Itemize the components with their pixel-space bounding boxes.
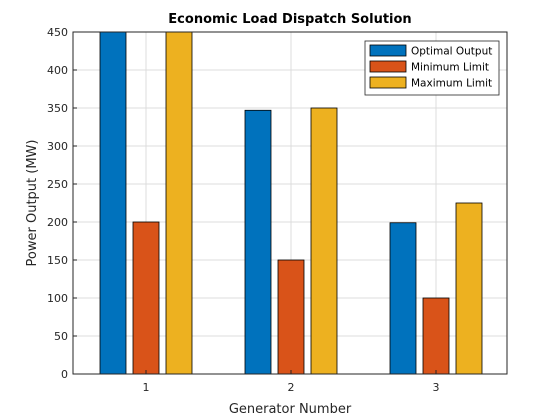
- y-tick-label: 0: [61, 368, 68, 381]
- bar-maximum-limit-gen-1: [165, 31, 193, 375]
- y-tick-label: 450: [47, 26, 68, 39]
- bar-minimum-limit-gen-2: [277, 259, 305, 375]
- legend-label: Optimal Output: [411, 46, 492, 58]
- y-tick-label: 250: [47, 178, 68, 191]
- bar-maximum-limit-gen-2: [310, 107, 338, 375]
- y-tick-label: 400: [47, 64, 68, 77]
- chart-title: Economic Load Dispatch Solution: [168, 12, 411, 27]
- y-tick-label: 350: [47, 102, 68, 115]
- axes-box: [72, 31, 508, 375]
- legend-swatch: [369, 76, 407, 89]
- y-tick-label: 100: [47, 292, 68, 305]
- legend-swatch: [369, 44, 407, 57]
- bar-maximum-limit-gen-3: [455, 202, 483, 375]
- legend-label: Maximum Limit: [411, 78, 492, 90]
- bar-minimum-limit-gen-3: [422, 297, 450, 375]
- x-axis-label: Generator Number: [229, 402, 352, 417]
- y-tick-label: 300: [47, 140, 68, 153]
- x-tick-label: 2: [288, 381, 295, 394]
- bar-optimal-output-gen-2: [244, 109, 272, 375]
- legend-swatch: [369, 60, 407, 73]
- legend: Optimal Output Minimum Limit Maximum Limit: [364, 40, 500, 96]
- y-axis-label: Power Output (MW): [25, 140, 40, 267]
- ticks: 0 50 100 150 200 250 300 350 400 450 1 2 3: [47, 26, 440, 394]
- y-tick-label: 150: [47, 254, 68, 267]
- legend-label: Minimum Limit: [411, 62, 489, 74]
- x-tick-label: 3: [433, 381, 440, 394]
- bar-optimal-output-gen-1: [99, 31, 127, 375]
- x-tick-label: 1: [143, 381, 150, 394]
- y-tick-label: 200: [47, 216, 68, 229]
- y-tick-label: 50: [54, 330, 68, 343]
- bar-optimal-output-gen-3: [389, 222, 417, 375]
- bar-minimum-limit-gen-1: [132, 221, 160, 375]
